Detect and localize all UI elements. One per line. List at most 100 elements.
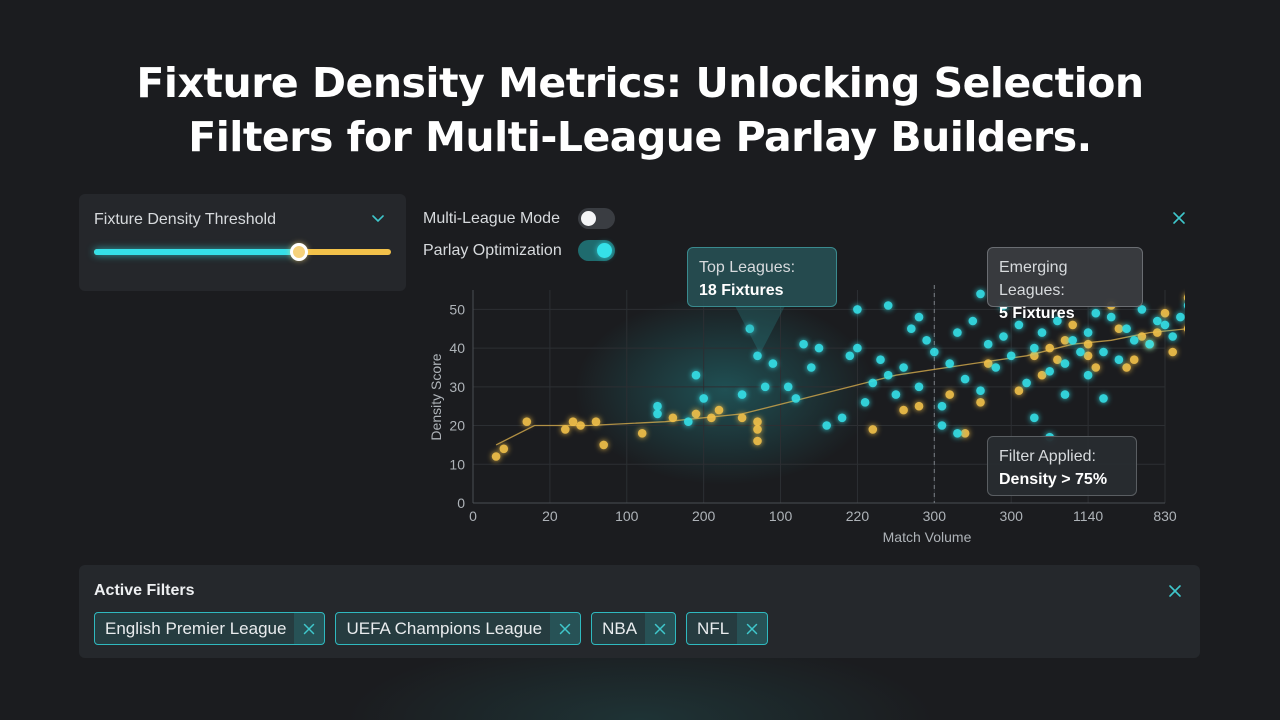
data-point xyxy=(1030,351,1039,361)
data-point xyxy=(945,390,954,399)
remove-filter-button[interactable] xyxy=(294,613,325,644)
x-tick-label: 300 xyxy=(923,508,947,524)
data-point xyxy=(822,421,831,430)
data-point xyxy=(1099,394,1108,403)
chevron-down-icon[interactable] xyxy=(370,210,386,226)
data-point xyxy=(1183,302,1185,309)
data-point xyxy=(714,405,724,415)
data-point xyxy=(684,417,693,426)
x-axis-label: Match Volume xyxy=(883,529,972,545)
data-point xyxy=(1091,308,1101,318)
data-point xyxy=(945,359,954,368)
data-point xyxy=(1053,316,1062,326)
chip-label: UEFA Champions League xyxy=(346,618,543,638)
data-point xyxy=(568,417,578,426)
data-points xyxy=(491,289,1185,461)
data-point xyxy=(745,324,755,333)
close-icon[interactable] xyxy=(1168,584,1182,598)
data-point xyxy=(1014,320,1024,330)
y-tick-label: 40 xyxy=(449,340,465,356)
data-point xyxy=(768,359,778,368)
data-point xyxy=(737,413,747,423)
filter-chip-premier-league[interactable]: English Premier League xyxy=(94,612,326,645)
data-point xyxy=(783,382,793,392)
title-line-2: Filters for Multi-League Parlay Builders… xyxy=(188,113,1092,161)
data-point xyxy=(491,452,501,461)
multi-league-mode-toggle[interactable] xyxy=(578,208,615,229)
data-point xyxy=(1037,370,1047,380)
data-point xyxy=(983,359,993,368)
data-point xyxy=(914,312,924,322)
title-line-1: Fixture Density Metrics: Unlocking Selec… xyxy=(136,59,1144,107)
data-point xyxy=(860,398,870,407)
data-point xyxy=(753,417,762,426)
data-point xyxy=(883,370,893,380)
data-point xyxy=(691,370,701,380)
remove-filter-button[interactable] xyxy=(645,613,676,644)
close-icon[interactable] xyxy=(1172,211,1186,225)
data-point xyxy=(1145,339,1154,349)
data-point xyxy=(1045,343,1054,353)
filter-chip-nfl[interactable]: NFL xyxy=(686,612,769,645)
data-point xyxy=(799,339,808,349)
parlay-optimization-toggle[interactable] xyxy=(578,240,615,261)
slider-handle[interactable] xyxy=(289,243,308,261)
filter-chip-champions-league[interactable]: UEFA Champions League xyxy=(335,612,582,645)
data-point xyxy=(576,421,585,430)
y-axis-label: Density Score xyxy=(428,353,444,440)
data-point xyxy=(1037,328,1047,337)
callout-pointer xyxy=(735,306,785,354)
data-point xyxy=(1129,355,1139,364)
data-point xyxy=(591,417,601,426)
filter-applied-callout: Filter Applied: Density > 75% xyxy=(987,436,1137,496)
data-point xyxy=(1060,359,1070,368)
data-point xyxy=(891,390,901,399)
data-point xyxy=(1083,351,1093,361)
cluster-glow xyxy=(575,295,875,485)
data-point xyxy=(1122,363,1131,372)
x-tick-label: 0 xyxy=(469,508,477,524)
x-tick-label: 100 xyxy=(615,508,639,524)
data-point xyxy=(953,429,962,438)
close-icon xyxy=(746,623,758,634)
data-point xyxy=(1068,320,1077,330)
x-tick-label: 200 xyxy=(692,508,716,524)
close-icon xyxy=(654,623,666,634)
data-point xyxy=(599,440,608,450)
data-point xyxy=(760,382,770,392)
data-point xyxy=(960,429,970,438)
data-point xyxy=(991,363,1001,372)
data-point xyxy=(1160,308,1170,318)
data-point xyxy=(976,386,985,395)
toggle-knob xyxy=(581,211,596,226)
filter-chips: English Premier League UEFA Champions Le… xyxy=(94,612,769,645)
data-point xyxy=(968,316,978,326)
data-point xyxy=(1114,355,1124,364)
y-tick-label: 20 xyxy=(449,418,465,434)
data-point xyxy=(653,401,662,411)
threshold-label: Fixture Density Threshold xyxy=(94,211,276,228)
data-point xyxy=(868,425,878,434)
close-icon xyxy=(304,623,315,634)
chip-label: NBA xyxy=(602,618,638,638)
data-point xyxy=(1129,336,1139,345)
remove-filter-button[interactable] xyxy=(737,613,768,644)
data-point xyxy=(1076,347,1085,357)
data-point xyxy=(1060,390,1070,399)
data-point xyxy=(853,343,862,353)
data-point xyxy=(699,394,708,403)
x-tick-label: 1140 xyxy=(1073,508,1103,524)
data-point xyxy=(960,374,970,384)
remove-filter-button[interactable] xyxy=(550,613,581,644)
filter-chip-nba[interactable]: NBA xyxy=(591,612,677,645)
data-point xyxy=(837,413,847,423)
multi-league-mode-label: Multi-League Mode xyxy=(423,210,560,227)
threshold-slider[interactable] xyxy=(94,243,391,261)
data-point xyxy=(853,305,862,314)
data-point xyxy=(937,421,947,430)
emerging-leagues-callout: Emerging Leagues: 5 Fixtures xyxy=(987,247,1143,322)
data-point xyxy=(637,429,647,438)
data-point xyxy=(1022,378,1031,388)
data-point xyxy=(1083,370,1093,380)
data-point xyxy=(922,336,931,345)
